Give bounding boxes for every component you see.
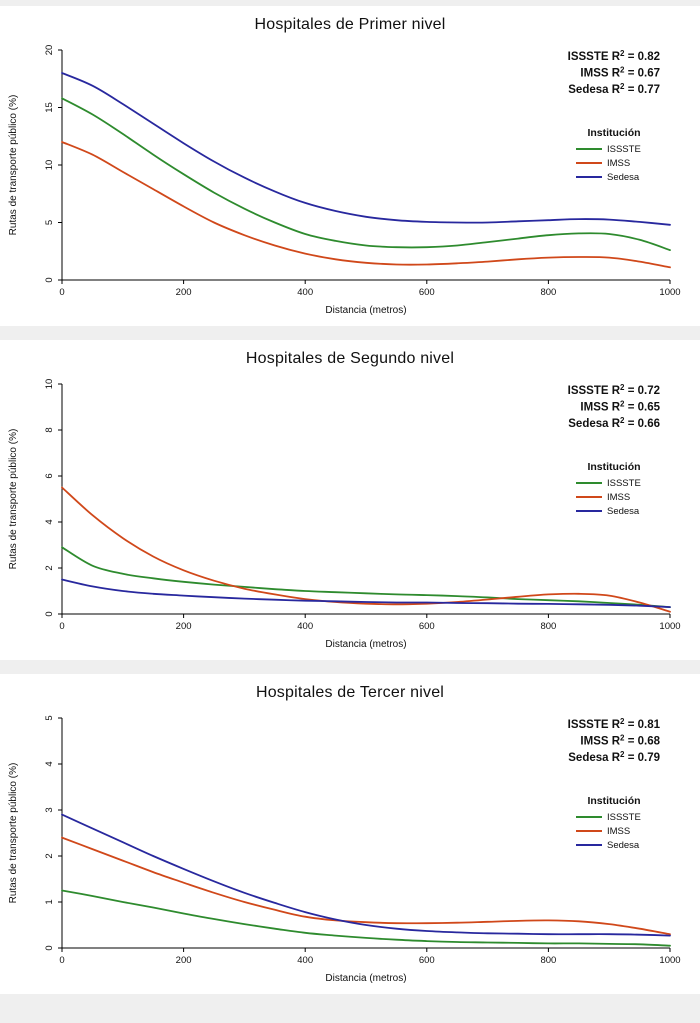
r2-annotations: ISSSTE R2 = 0.81 IMSS R2 = 0.68 Sedesa R2 … — [568, 717, 661, 764]
svg-text:1000: 1000 — [659, 287, 680, 298]
legend-title: Institución — [587, 127, 640, 139]
series-issste — [61, 889, 671, 947]
svg-text:600: 600 — [419, 287, 435, 298]
svg-text:ISSSTE R2 = 0.82: ISSSTE R2 = 0.82 — [568, 49, 660, 63]
series-issste — [61, 97, 671, 251]
r2-annotations: ISSSTE R2 = 0.82 IMSS R2 = 0.67 Sedesa R2 … — [568, 49, 660, 96]
legend-title: Institución — [587, 795, 640, 807]
series-imss — [61, 141, 671, 269]
series-sedesa — [61, 813, 671, 937]
x-axis-ticks: 0 200 400 600 800 1000 — [59, 280, 681, 298]
svg-text:IMSS R2 = 0.68: IMSS R2 = 0.68 — [580, 734, 660, 748]
y-axis-title: Rutas de transporte público (%) — [8, 95, 19, 236]
svg-text:Sedesa R2 = 0.79: Sedesa R2 = 0.79 — [568, 750, 660, 764]
x-axis-title: Distancia (metros) — [325, 639, 406, 650]
y-axis-ticks: 0 2 4 6 8 10 — [44, 379, 62, 617]
svg-text:400: 400 — [297, 621, 313, 632]
svg-text:10: 10 — [44, 160, 55, 171]
svg-text:15: 15 — [44, 102, 55, 113]
svg-text:4: 4 — [44, 519, 55, 524]
svg-text:20: 20 — [44, 45, 55, 56]
svg-text:Sedesa R2 = 0.77: Sedesa R2 = 0.77 — [568, 82, 660, 96]
svg-text:ISSSTE R2 = 0.81: ISSSTE R2 = 0.81 — [568, 717, 661, 731]
svg-text:2: 2 — [44, 565, 55, 570]
svg-text:2: 2 — [44, 853, 55, 858]
series-imss — [61, 836, 671, 936]
svg-text:3: 3 — [44, 807, 55, 812]
chart-panel-primer-nivel: Hospitales de Primer nivel 0 200 400 600 800… — [0, 6, 700, 326]
svg-text:1000: 1000 — [659, 621, 680, 632]
svg-text:0: 0 — [59, 287, 64, 298]
svg-text:1: 1 — [44, 899, 55, 904]
svg-text:200: 200 — [176, 621, 192, 632]
svg-text:200: 200 — [176, 955, 192, 966]
r2-annotations: ISSSTE R2 = 0.72 IMSS R2 = 0.65 Sedesa R2 … — [568, 383, 661, 430]
y-axis-title: Rutas de transporte público (%) — [8, 429, 19, 570]
legend: Institución ISSSTE IMSS Sedesa — [576, 127, 641, 183]
svg-text:5: 5 — [44, 220, 55, 225]
legend-label-sedesa: Sedesa — [607, 840, 640, 851]
svg-text:400: 400 — [297, 287, 313, 298]
legend: Institución ISSSTE IMSS Sedesa — [576, 795, 641, 851]
svg-text:800: 800 — [540, 955, 556, 966]
svg-text:IMSS R2 = 0.65: IMSS R2 = 0.65 — [580, 400, 660, 414]
chart-panel-segundo-nivel: Hospitales de Segundo nivel 0 200 400 600 80… — [0, 340, 700, 660]
svg-text:10: 10 — [44, 379, 55, 390]
axes — [61, 384, 670, 615]
y-axis-ticks: 0 5 10 15 20 — [44, 45, 62, 283]
legend-label-issste: ISSSTE — [607, 478, 641, 489]
svg-text:800: 800 — [540, 621, 556, 632]
svg-text:0: 0 — [59, 955, 64, 966]
chart-title-segundo-nivel: Hospitales de Segundo nivel — [245, 350, 455, 367]
svg-text:5: 5 — [44, 715, 55, 720]
svg-text:0: 0 — [44, 611, 55, 616]
x-axis-ticks: 0 200 400 600 800 1000 — [59, 614, 681, 632]
legend-title: Institución — [587, 461, 640, 473]
legend-label-imss: IMSS — [607, 492, 630, 503]
svg-text:1000: 1000 — [659, 955, 680, 966]
series-issste — [61, 546, 671, 608]
svg-text:6: 6 — [44, 473, 55, 478]
svg-text:ISSSTE R2 = 0.72: ISSSTE R2 = 0.72 — [568, 383, 660, 397]
chart-panel-tercer-nivel: Hospitales de Tercer nivel 0 200 400 600 800… — [0, 674, 700, 994]
axes — [61, 718, 670, 949]
series-sedesa — [61, 578, 671, 608]
series-imss — [61, 486, 671, 613]
chart-title-tercer-nivel: Hospitales de Tercer nivel — [255, 684, 445, 701]
svg-text:200: 200 — [176, 287, 192, 298]
legend: Institución ISSSTE IMSS Sedesa — [576, 461, 641, 517]
series-sedesa — [61, 72, 671, 226]
x-axis-title: Distancia (metros) — [325, 305, 406, 316]
svg-text:0: 0 — [59, 621, 64, 632]
svg-text:IMSS R2 = 0.67: IMSS R2 = 0.67 — [580, 66, 660, 80]
legend-label-sedesa: Sedesa — [607, 506, 640, 517]
x-axis-ticks: 0 200 400 600 800 1000 — [59, 948, 681, 966]
svg-text:600: 600 — [419, 955, 435, 966]
svg-text:400: 400 — [297, 955, 313, 966]
x-axis-title: Distancia (metros) — [325, 973, 406, 984]
svg-text:0: 0 — [44, 945, 55, 950]
legend-label-issste: ISSSTE — [607, 144, 641, 155]
y-axis-ticks: 0 1 2 3 4 5 — [44, 715, 62, 951]
svg-text:4: 4 — [44, 761, 55, 766]
svg-text:0: 0 — [44, 277, 55, 282]
y-axis-title: Rutas de transporte público (%) — [8, 763, 19, 904]
line-plot-segundo-nivel: 0 200 400 600 800 1000 0 2 4 6 8 10 Distancia (metro… — [8, 379, 681, 650]
page-root: Hospitales de Primer nivel 0 200 400 600 800… — [0, 6, 700, 994]
legend-label-sedesa: Sedesa — [607, 172, 640, 183]
svg-text:Sedesa R2 = 0.66: Sedesa R2 = 0.66 — [568, 416, 660, 430]
line-plot-primer-nivel: 0 200 400 600 800 1000 0 5 10 15 20 Distancia (metr… — [8, 45, 681, 316]
chart-title-primer-nivel: Hospitales de Primer nivel — [254, 16, 446, 33]
svg-text:800: 800 — [540, 287, 556, 298]
legend-label-issste: ISSSTE — [607, 812, 641, 823]
svg-text:8: 8 — [44, 427, 55, 432]
legend-label-imss: IMSS — [607, 158, 630, 169]
line-plot-tercer-nivel: 0 200 400 600 800 1000 0 1 2 3 4 5 Distancia (metros… — [8, 715, 681, 984]
svg-text:600: 600 — [419, 621, 435, 632]
legend-label-imss: IMSS — [607, 826, 630, 837]
